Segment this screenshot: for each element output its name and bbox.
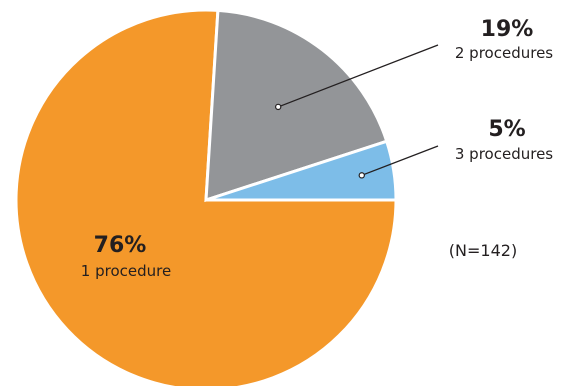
leader-lines xyxy=(275,44,439,179)
leader-dot-slice-2 xyxy=(275,103,282,111)
slice-1-category-label: 1 procedure xyxy=(81,262,171,280)
pie-slices xyxy=(14,8,398,386)
pie-slice-2 xyxy=(204,8,389,203)
pie-slice-3 xyxy=(205,139,398,202)
slice-2-value-label: 19% xyxy=(481,17,534,42)
slice-1-value-label: 76% xyxy=(94,233,147,258)
leader-line-slice-3 xyxy=(361,145,439,176)
sample-size-note: (N=142) xyxy=(449,241,517,260)
leader-dot-slice-3 xyxy=(358,172,365,179)
leader-line-slice-2 xyxy=(277,44,439,108)
slice-3-category-label: 3 procedures xyxy=(455,145,553,163)
slice-2-category-label: 2 procedures xyxy=(455,44,553,62)
slice-3-value-label: 5% xyxy=(488,117,525,142)
